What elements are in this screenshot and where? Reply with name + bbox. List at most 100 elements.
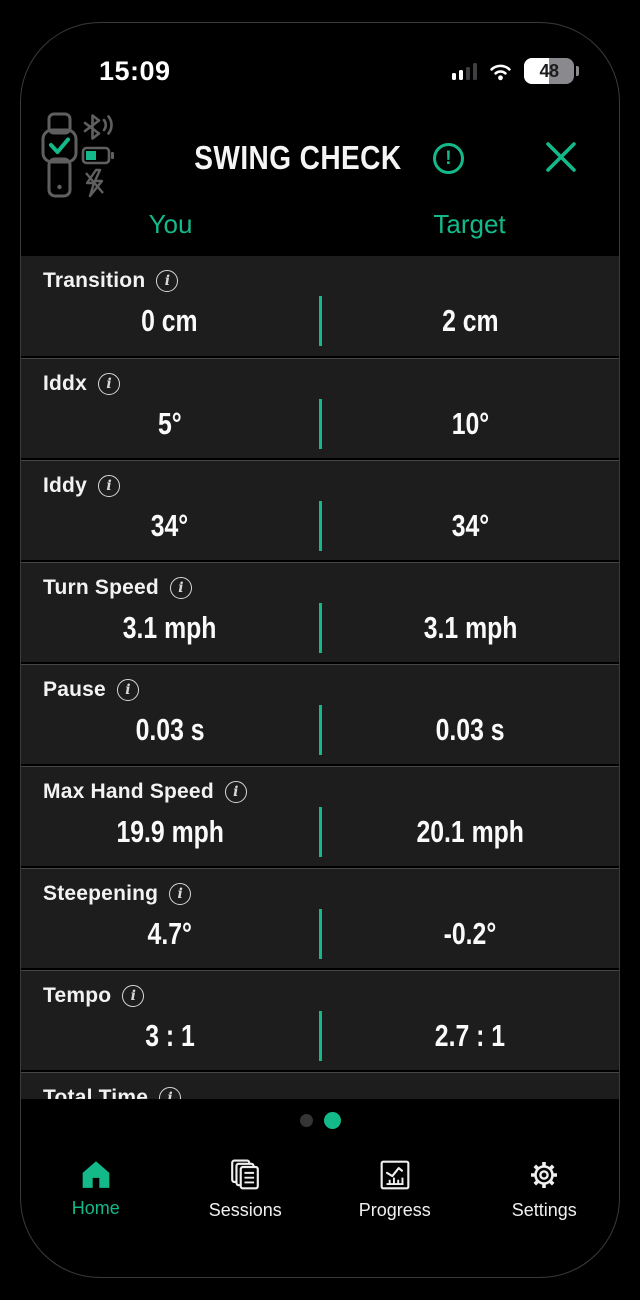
home-icon <box>82 1161 110 1188</box>
metric-label-wrap: Transition i <box>43 269 179 293</box>
metric-row: Iddx i 5° 10° <box>21 358 619 458</box>
info-icon[interactable]: i <box>116 679 139 701</box>
metric-row: Steepening i 4.7° -0.2° <box>21 868 619 968</box>
battery-percent: 48 <box>539 60 559 81</box>
value-divider-line <box>318 1011 322 1061</box>
metric-values: 3 : 1 2.7 : 1 <box>21 1007 619 1065</box>
info-icon[interactable]: i <box>159 1087 182 1099</box>
metric-label-wrap: Iddx i <box>43 372 120 396</box>
metric-values: 4.7° -0.2° <box>21 905 619 963</box>
info-icon[interactable]: i <box>156 270 179 292</box>
value-divider-line <box>318 705 322 755</box>
metric-label: Tempo <box>43 984 112 1007</box>
metric-values: 19.9 mph 20.1 mph <box>21 803 619 861</box>
title-row: SWING CHECK ! <box>111 139 529 177</box>
metric-you-value: 0.03 s <box>135 712 205 747</box>
metric-row: Iddy i 34° 34° <box>21 460 619 560</box>
info-icon[interactable]: i <box>97 373 120 395</box>
metric-label-wrap: Iddy i <box>43 474 120 498</box>
metric-row: Total Time i <box>21 1072 619 1099</box>
status-bar: 15:09 48 <box>21 51 619 91</box>
metric-label: Pause <box>43 678 106 701</box>
info-icon[interactable]: i <box>169 577 192 599</box>
metric-you-value: 4.7° <box>147 916 192 951</box>
watch-status-icons <box>41 112 114 198</box>
metric-values: 0.03 s 0.03 s <box>21 701 619 759</box>
close-icon[interactable] <box>543 139 579 175</box>
info-icon[interactable]: i <box>122 985 145 1007</box>
metric-row: Tempo i 3 : 1 2.7 : 1 <box>21 970 619 1070</box>
metric-label: Iddy <box>43 474 87 497</box>
column-headers: You Target <box>21 209 619 240</box>
battery-icon <box>81 146 114 165</box>
column-you: You <box>148 209 193 239</box>
status-time: 15:09 <box>99 55 171 86</box>
page-dot[interactable] <box>299 1113 313 1127</box>
cellular-signal-icon <box>451 62 477 80</box>
metric-label-wrap: Steepening i <box>43 882 192 906</box>
value-divider-line <box>318 501 322 551</box>
metric-target-value: 0.03 s <box>435 712 505 747</box>
bottom-nav: Home Sessions Progress <box>21 1151 619 1251</box>
metric-row: Max Hand Speed i 19.9 mph 20.1 mph <box>21 766 619 866</box>
page-dots <box>21 1111 619 1129</box>
value-divider-line <box>318 909 322 959</box>
info-icon[interactable]: i <box>97 475 120 497</box>
metric-values: 5° 10° <box>21 395 619 453</box>
wifi-icon <box>490 64 511 80</box>
metric-label-wrap: Max Hand Speed i <box>43 780 247 804</box>
bluetooth-icon <box>83 114 113 140</box>
metric-target-value: -0.2° <box>443 916 497 951</box>
value-divider-line <box>318 296 322 346</box>
metric-label: Turn Speed <box>43 576 159 599</box>
nav-item-progress[interactable]: Progress <box>320 1151 470 1251</box>
metric-target-value: 2.7 : 1 <box>435 1018 506 1053</box>
metric-label-wrap: Tempo i <box>43 984 145 1008</box>
settings-icon <box>531 1162 558 1188</box>
metric-label-wrap: Pause i <box>43 678 139 702</box>
metric-you-value: 19.9 mph <box>115 814 224 849</box>
watch-connected-icon <box>41 112 78 198</box>
metric-label: Total Time <box>43 1086 149 1099</box>
alert-icon[interactable]: ! <box>432 142 464 174</box>
metric-target-value: 10° <box>451 406 489 441</box>
check-icon <box>49 137 70 154</box>
metrics-list[interactable]: Transition i 0 cm 2 cm Iddx i 5° 10° Idd… <box>21 256 619 1099</box>
value-divider-line <box>318 603 322 653</box>
page-dot-active[interactable] <box>323 1111 341 1129</box>
nav-item-settings[interactable]: Settings <box>470 1151 620 1251</box>
charging-off-icon <box>85 168 104 198</box>
nav-item-home[interactable]: Home <box>21 1151 171 1251</box>
nav-label: Home <box>71 1198 120 1218</box>
page-title: SWING CHECK <box>194 139 402 176</box>
metric-target-value: 20.1 mph <box>416 814 524 849</box>
metric-you-value: 3 : 1 <box>144 1018 195 1053</box>
battery-icon: 48 <box>524 58 574 84</box>
metric-values: 0 cm 2 cm <box>21 292 619 350</box>
info-icon[interactable]: i <box>224 781 247 803</box>
value-divider-line <box>318 399 322 449</box>
info-icon[interactable]: i <box>169 883 192 905</box>
nav-item-sessions[interactable]: Sessions <box>171 1151 321 1251</box>
metric-target-value: 34° <box>451 508 489 543</box>
metric-row: Transition i 0 cm 2 cm <box>21 256 619 356</box>
metric-label-wrap: Total Time i <box>43 1086 182 1099</box>
nav-label: Settings <box>511 1200 577 1220</box>
metric-label: Iddx <box>43 372 87 395</box>
metric-label: Max Hand Speed <box>43 780 214 803</box>
progress-icon <box>380 1160 410 1190</box>
status-icons: 48 <box>451 58 579 84</box>
nav-label: Progress <box>358 1200 431 1220</box>
metric-you-value: 5° <box>157 406 182 441</box>
column-target: Target <box>433 209 506 239</box>
metric-values: 3.1 mph 3.1 mph <box>21 599 619 657</box>
metric-label: Transition <box>43 269 146 292</box>
nav-label: Sessions <box>208 1200 282 1220</box>
metric-values: 34° 34° <box>21 497 619 555</box>
app-header: SWING CHECK ! <box>21 111 619 203</box>
phone-frame: 15:09 48 <box>20 22 620 1278</box>
metric-row: Pause i 0.03 s 0.03 s <box>21 664 619 764</box>
metric-you-value: 3.1 mph <box>122 610 217 645</box>
metric-label: Steepening <box>43 882 159 905</box>
metric-target-value: 2 cm <box>441 303 499 338</box>
